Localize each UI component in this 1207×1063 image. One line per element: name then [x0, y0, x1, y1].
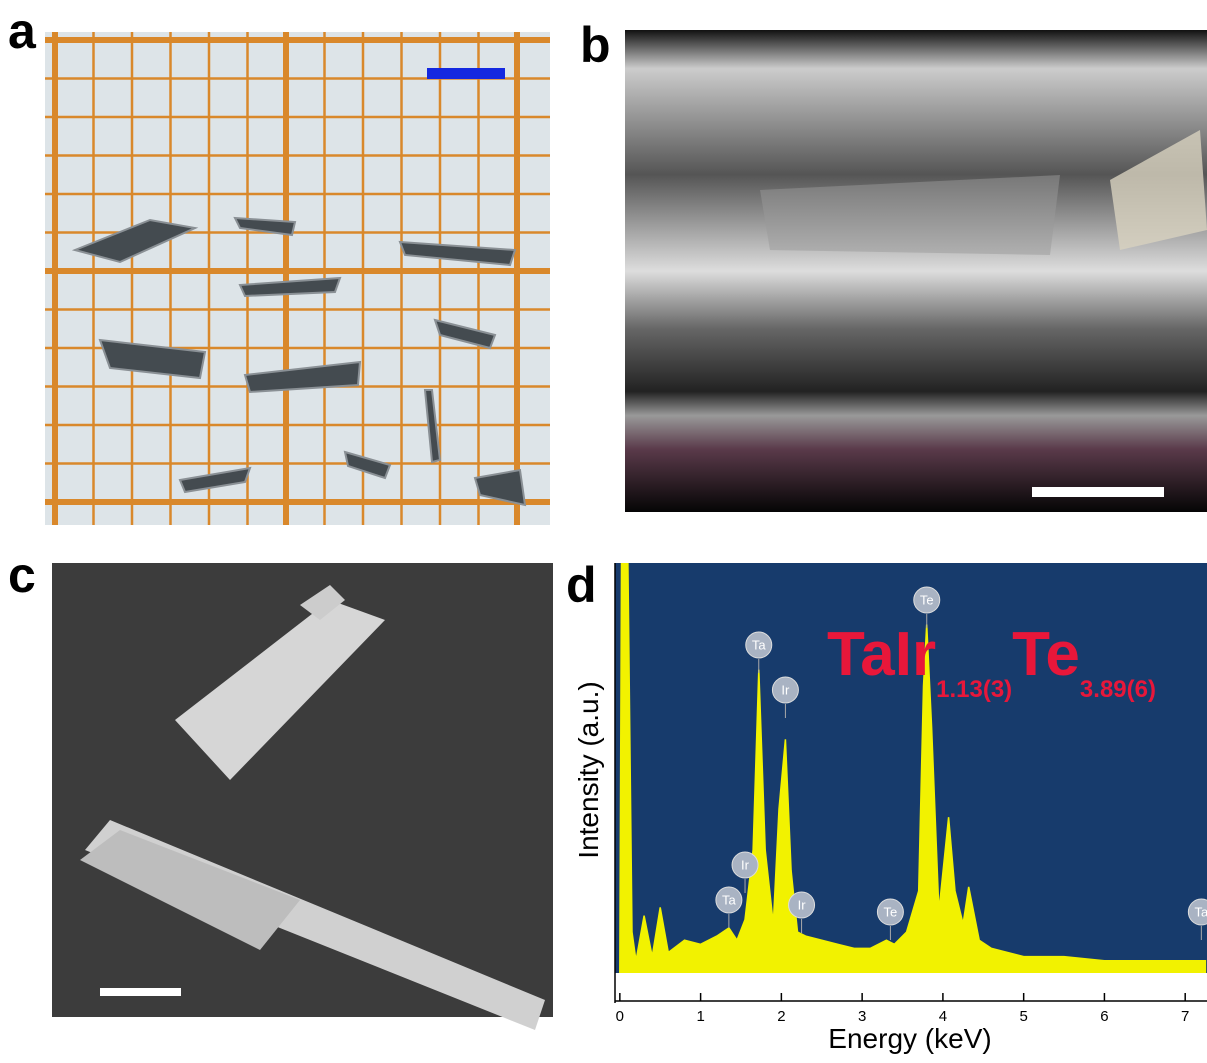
x-tick-label: 5 [1019, 1008, 1027, 1025]
formula-sub: 3.89(6) [1080, 676, 1156, 703]
peak-label: Ta [1194, 904, 1207, 919]
x-tick-label: 6 [1100, 1008, 1108, 1025]
x-tick-label: 0 [616, 1008, 624, 1025]
panel-label: c [8, 547, 36, 603]
x-tick-label: 1 [696, 1008, 704, 1025]
y-axis-label: Intensity (a.u.) [573, 681, 604, 858]
photo-a [45, 32, 550, 525]
peak-label: Ir [741, 857, 750, 872]
x-tick-label: 4 [939, 1008, 947, 1025]
peak-label: Ir [781, 682, 790, 697]
x-tick-label: 3 [858, 1008, 866, 1025]
formula-sub: 1.13(3) [936, 676, 1012, 703]
x-tick-label: 7 [1181, 1008, 1189, 1025]
scale-bar [427, 68, 505, 79]
photo-b [625, 30, 1207, 512]
peak-label: Te [884, 904, 898, 919]
panel-label: d [566, 557, 597, 613]
chart: Energy (keV) Intensity (a.u.) 0 1 2 3 4 5 6 7 Te… [573, 563, 1207, 1054]
x-axis-label: Energy (keV) [828, 1023, 991, 1054]
photo-c [52, 563, 553, 1030]
peak-label: Ta [722, 892, 737, 907]
panel-label: a [8, 3, 37, 59]
scale-bar [100, 988, 181, 996]
x-tick-label: 2 [777, 1008, 785, 1025]
formula-part: Te [1012, 620, 1080, 689]
peak-label: Ta [752, 637, 767, 652]
figure: Energy (keV) Intensity (a.u.) 0 1 2 3 4 5 6 7 Te… [0, 0, 1207, 1063]
peak-label: Te [920, 592, 934, 607]
formula-part: TaIr [827, 620, 936, 689]
panel-label: b [580, 17, 611, 73]
scale-bar [1032, 487, 1164, 497]
peak-label: Ir [798, 897, 807, 912]
